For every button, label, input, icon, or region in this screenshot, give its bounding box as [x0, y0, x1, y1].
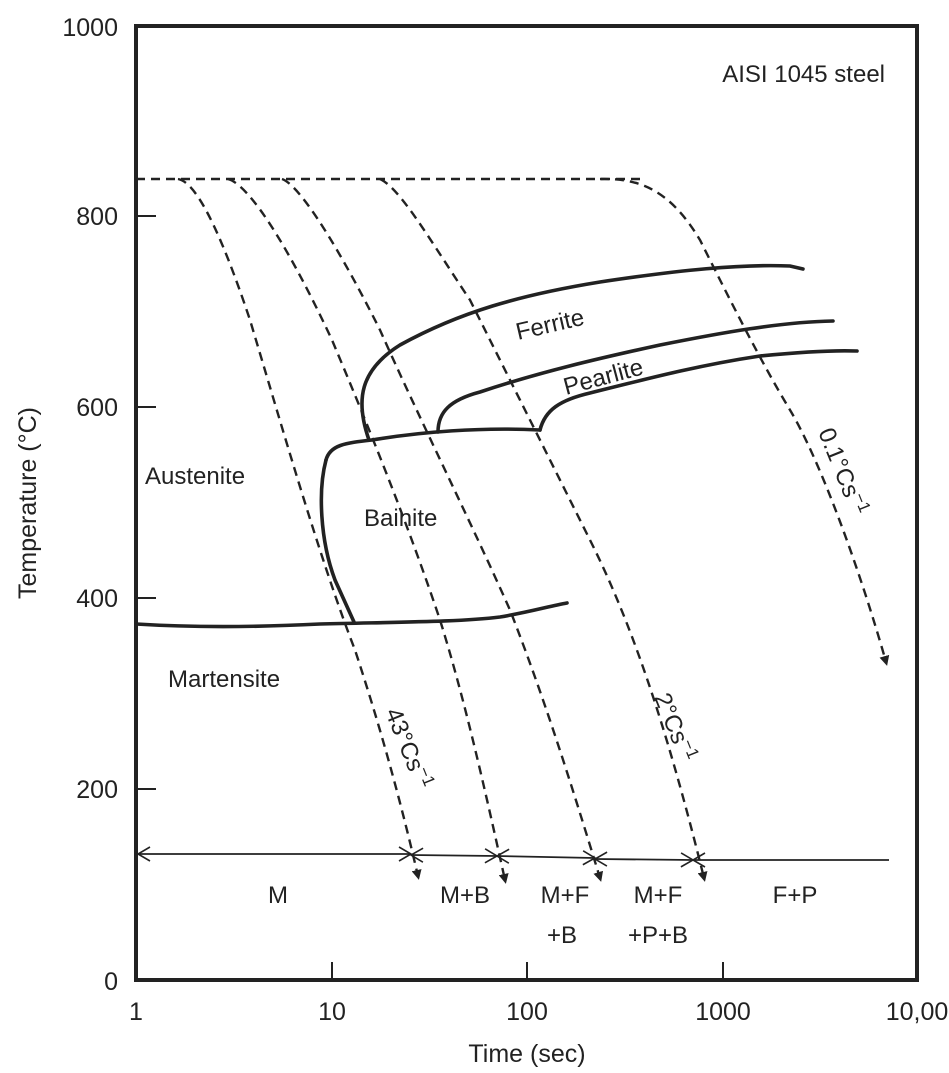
- band-arrow-mfb: [495, 848, 597, 866]
- x-tick-label: 10: [318, 998, 346, 1026]
- rate-label-2: 2°Cs−1: [648, 688, 703, 766]
- y-axis: [136, 215, 156, 790]
- y-tick-label: 200: [76, 776, 118, 804]
- cooling-curves: [136, 177, 890, 884]
- rate-label-01: 0.1°Cs−1: [812, 423, 874, 519]
- y-tick-label: 600: [76, 394, 118, 422]
- band-label-mb: M+B: [440, 882, 490, 909]
- x-tick-label: 100: [506, 998, 548, 1026]
- bainite-nose-line: [319, 458, 356, 624]
- martensite-label: Martensite: [168, 666, 280, 693]
- microstructure-bands: [136, 846, 889, 868]
- bainite-label: Bainite: [364, 505, 437, 532]
- cooling-curve-2: [227, 177, 509, 884]
- x-tick-labels: 1 10 100 1000 10,00: [129, 998, 948, 1026]
- band-arrow-mfpb: [593, 851, 695, 868]
- transformation-lines: [134, 263, 859, 629]
- ferrite-label: Ferrite: [513, 304, 587, 346]
- x-tick-label: 1: [129, 998, 143, 1026]
- y-tick-label: 400: [76, 585, 118, 613]
- steel-annotation: AISI 1045 steel: [722, 61, 885, 88]
- y-tick-labels: 0 200 400 600 800 1000: [62, 14, 118, 996]
- bainite-start-line: [324, 427, 542, 462]
- austenite-label: Austenite: [145, 463, 245, 490]
- x-tick-label: 1000: [695, 998, 751, 1026]
- ferrite-start-line: [360, 263, 805, 442]
- band-labels: M M+B M+F +B M+F +P+B F+P: [268, 882, 817, 949]
- pearlite-finish-line: [538, 348, 859, 432]
- band-label-m: M: [268, 882, 288, 909]
- cooling-curve-01: [599, 177, 890, 666]
- y-tick-label: 0: [104, 968, 118, 996]
- band-label-mfpb-1: M+F: [634, 882, 683, 909]
- x-axis-title: Time (sec): [468, 1040, 585, 1068]
- band-arrow-mb: [409, 847, 499, 864]
- y-tick-label: 1000: [62, 14, 118, 42]
- cooling-curve-43: [177, 177, 422, 880]
- pearlite-start-line: [436, 319, 835, 434]
- cooling-curve-3: [281, 177, 604, 882]
- band-label-mfpb-2: +P+B: [628, 922, 688, 949]
- rate-label-43: 43°Cs−1: [379, 703, 439, 793]
- x-tick-label: 10,00: [886, 998, 949, 1026]
- pearlite-label: Pearlite: [561, 354, 647, 401]
- y-axis-title: Temperature (°C): [14, 407, 42, 599]
- rate-labels: 43°Cs−1 2°Cs−1 0.1°Cs−1: [379, 423, 874, 793]
- band-label-mfb-1: M+F: [541, 882, 590, 909]
- y-tick-label: 800: [76, 203, 118, 231]
- plot-frame: [134, 24, 919, 982]
- band-label-fp: F+P: [773, 882, 818, 909]
- band-label-mfb-2: +B: [547, 922, 577, 949]
- martensite-start-line: [134, 601, 569, 629]
- cooling-curve-2cs: [379, 177, 708, 882]
- x-axis: [331, 962, 724, 980]
